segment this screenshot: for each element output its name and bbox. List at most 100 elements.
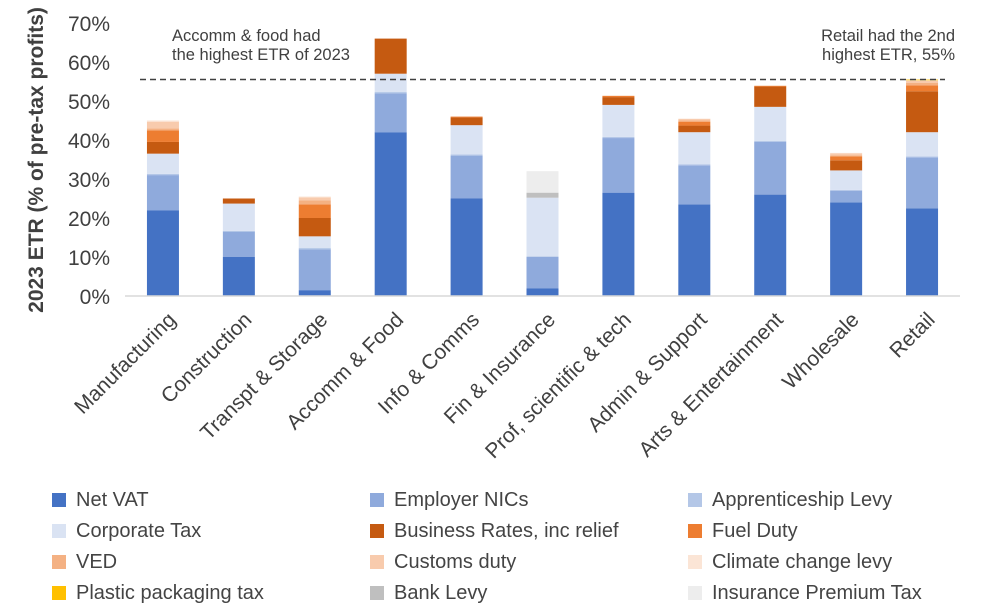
bar-segment-business-rates-inc-relief bbox=[830, 160, 862, 170]
y-tick-label: 40% bbox=[68, 130, 110, 153]
bar-segment-apprenticeship-levy bbox=[223, 231, 255, 232]
bar-segment-climate-change-levy bbox=[602, 95, 634, 96]
bar-segment-employer-nics bbox=[527, 257, 559, 288]
legend-item: Customs duty bbox=[370, 548, 688, 576]
legend-swatch bbox=[52, 493, 66, 507]
legend-swatch bbox=[688, 555, 702, 569]
legend-swatch bbox=[52, 586, 66, 600]
bar-segment-employer-nics bbox=[223, 232, 255, 257]
bar-segment-corporate-tax bbox=[299, 236, 331, 248]
bar-segment-customs-duty bbox=[678, 119, 710, 121]
bar-segment-fuel-duty bbox=[754, 86, 786, 87]
bar-segment-employer-nics bbox=[830, 191, 862, 203]
bar-segment-net-vat bbox=[451, 199, 483, 297]
x-tick-label: Retail bbox=[885, 308, 939, 362]
bar-segment-ved bbox=[147, 128, 179, 130]
bar-segment-employer-nics bbox=[906, 158, 938, 209]
legend-item: VED bbox=[52, 548, 370, 576]
bar-segment-business-rates-inc-relief bbox=[906, 91, 938, 132]
legend-label: Apprenticeship Levy bbox=[712, 489, 892, 512]
legend-item: Employer NICs bbox=[370, 486, 688, 514]
legend-item: Business Rates, inc relief bbox=[370, 517, 688, 545]
x-tick-label: Prof, scientific & tech bbox=[481, 308, 636, 463]
bar-segment-fuel-duty bbox=[147, 130, 179, 142]
x-tick-label: Manufacturing bbox=[70, 308, 180, 418]
legend-swatch bbox=[52, 524, 66, 538]
bar-segment-business-rates-inc-relief bbox=[602, 97, 634, 105]
bar-segment-apprenticeship-levy bbox=[830, 190, 862, 191]
legend-item: Fuel Duty bbox=[688, 517, 978, 545]
legend-swatch bbox=[688, 493, 702, 507]
y-tick-label: 0% bbox=[80, 286, 110, 309]
bar-segment-apprenticeship-levy bbox=[299, 248, 331, 249]
bar-segment-employer-nics bbox=[678, 165, 710, 204]
legend-label: Corporate Tax bbox=[76, 520, 201, 543]
bar-segment-bank-levy bbox=[527, 193, 559, 198]
bar-segment-ved bbox=[678, 121, 710, 122]
bar-segment-corporate-tax bbox=[527, 198, 559, 257]
bar-segment-customs-duty bbox=[147, 122, 179, 129]
bar-segment-employer-nics bbox=[602, 138, 634, 193]
legend-swatch bbox=[370, 493, 384, 507]
bar-segment-customs-duty bbox=[830, 153, 862, 155]
stacked-bar-chart: 2023 ETR (% of pre-tax profits) 0%10%20%… bbox=[0, 0, 981, 480]
legend-swatch bbox=[688, 586, 702, 600]
y-axis-label: 2023 ETR (% of pre-tax profits) bbox=[25, 7, 48, 313]
bar-segment-employer-nics bbox=[451, 156, 483, 199]
legend-item: Corporate Tax bbox=[52, 517, 370, 545]
bar-segment-apprenticeship-levy bbox=[147, 174, 179, 175]
bar-segment-business-rates-inc-relief bbox=[223, 199, 255, 204]
bar-segment-fuel-duty bbox=[602, 96, 634, 97]
legend-label: Bank Levy bbox=[394, 582, 487, 605]
bar-segment-business-rates-inc-relief bbox=[299, 218, 331, 236]
bar-segment-corporate-tax bbox=[754, 107, 786, 141]
legend-swatch bbox=[370, 555, 384, 569]
x-tick-label: Arts & Entertainment bbox=[634, 308, 787, 461]
bar-segment-ved bbox=[830, 155, 862, 156]
legend-label: Fuel Duty bbox=[712, 520, 798, 543]
bar-segment-business-rates-inc-relief bbox=[451, 117, 483, 125]
legend-item: Climate change levy bbox=[688, 548, 978, 576]
bar-segment-employer-nics bbox=[754, 142, 786, 195]
bar-segment-net-vat bbox=[678, 204, 710, 296]
y-tick-label: 70% bbox=[68, 13, 110, 36]
bar-segment-corporate-tax bbox=[147, 154, 179, 174]
y-tick-label: 30% bbox=[68, 169, 110, 192]
bar-segment-ved bbox=[906, 83, 938, 86]
bar-segment-customs-duty bbox=[299, 197, 331, 200]
bar-segment-corporate-tax bbox=[906, 132, 938, 156]
x-tick-label: Transpt & Storage bbox=[196, 308, 332, 444]
bar-segment-business-rates-inc-relief bbox=[375, 39, 407, 74]
bar-segment-net-vat bbox=[147, 210, 179, 296]
bar-segment-apprenticeship-levy bbox=[602, 137, 634, 138]
bar-segment-apprenticeship-levy bbox=[375, 92, 407, 93]
bar-segment-ved bbox=[299, 200, 331, 204]
bar-segment-employer-nics bbox=[375, 93, 407, 132]
x-tick-label: Wholesale bbox=[778, 308, 864, 394]
bar-segment-climate-change-levy bbox=[147, 121, 179, 122]
legend-label: Net VAT bbox=[76, 489, 149, 512]
bar-segment-business-rates-inc-relief bbox=[754, 87, 786, 107]
legend-label: Employer NICs bbox=[394, 489, 528, 512]
legend-swatch bbox=[370, 586, 384, 600]
bar-segment-fuel-duty bbox=[451, 117, 483, 118]
legend-label: Plastic packaging tax bbox=[76, 582, 264, 605]
legend-label: Climate change levy bbox=[712, 551, 892, 574]
bar-segment-net-vat bbox=[754, 195, 786, 296]
bar-segment-fuel-duty bbox=[830, 156, 862, 160]
y-tick-label: 50% bbox=[68, 91, 110, 114]
bar-segment-corporate-tax bbox=[223, 204, 255, 231]
annotation-right-line1: Retail had the 2nd bbox=[821, 27, 955, 45]
legend-label: VED bbox=[76, 551, 117, 574]
legend-label: Business Rates, inc relief bbox=[394, 520, 619, 543]
bar-segment-apprenticeship-levy bbox=[906, 156, 938, 157]
bar-segment-business-rates-inc-relief bbox=[147, 142, 179, 154]
y-tick-label: 20% bbox=[68, 208, 110, 231]
bar-segment-employer-nics bbox=[147, 175, 179, 210]
bar-segment-customs-duty bbox=[906, 81, 938, 83]
legend-item: Plastic packaging tax bbox=[52, 579, 370, 607]
legend-item: Apprenticeship Levy bbox=[688, 486, 978, 514]
bar-segment-corporate-tax bbox=[830, 170, 862, 190]
legend-swatch bbox=[52, 555, 66, 569]
legend-item: Net VAT bbox=[52, 486, 370, 514]
